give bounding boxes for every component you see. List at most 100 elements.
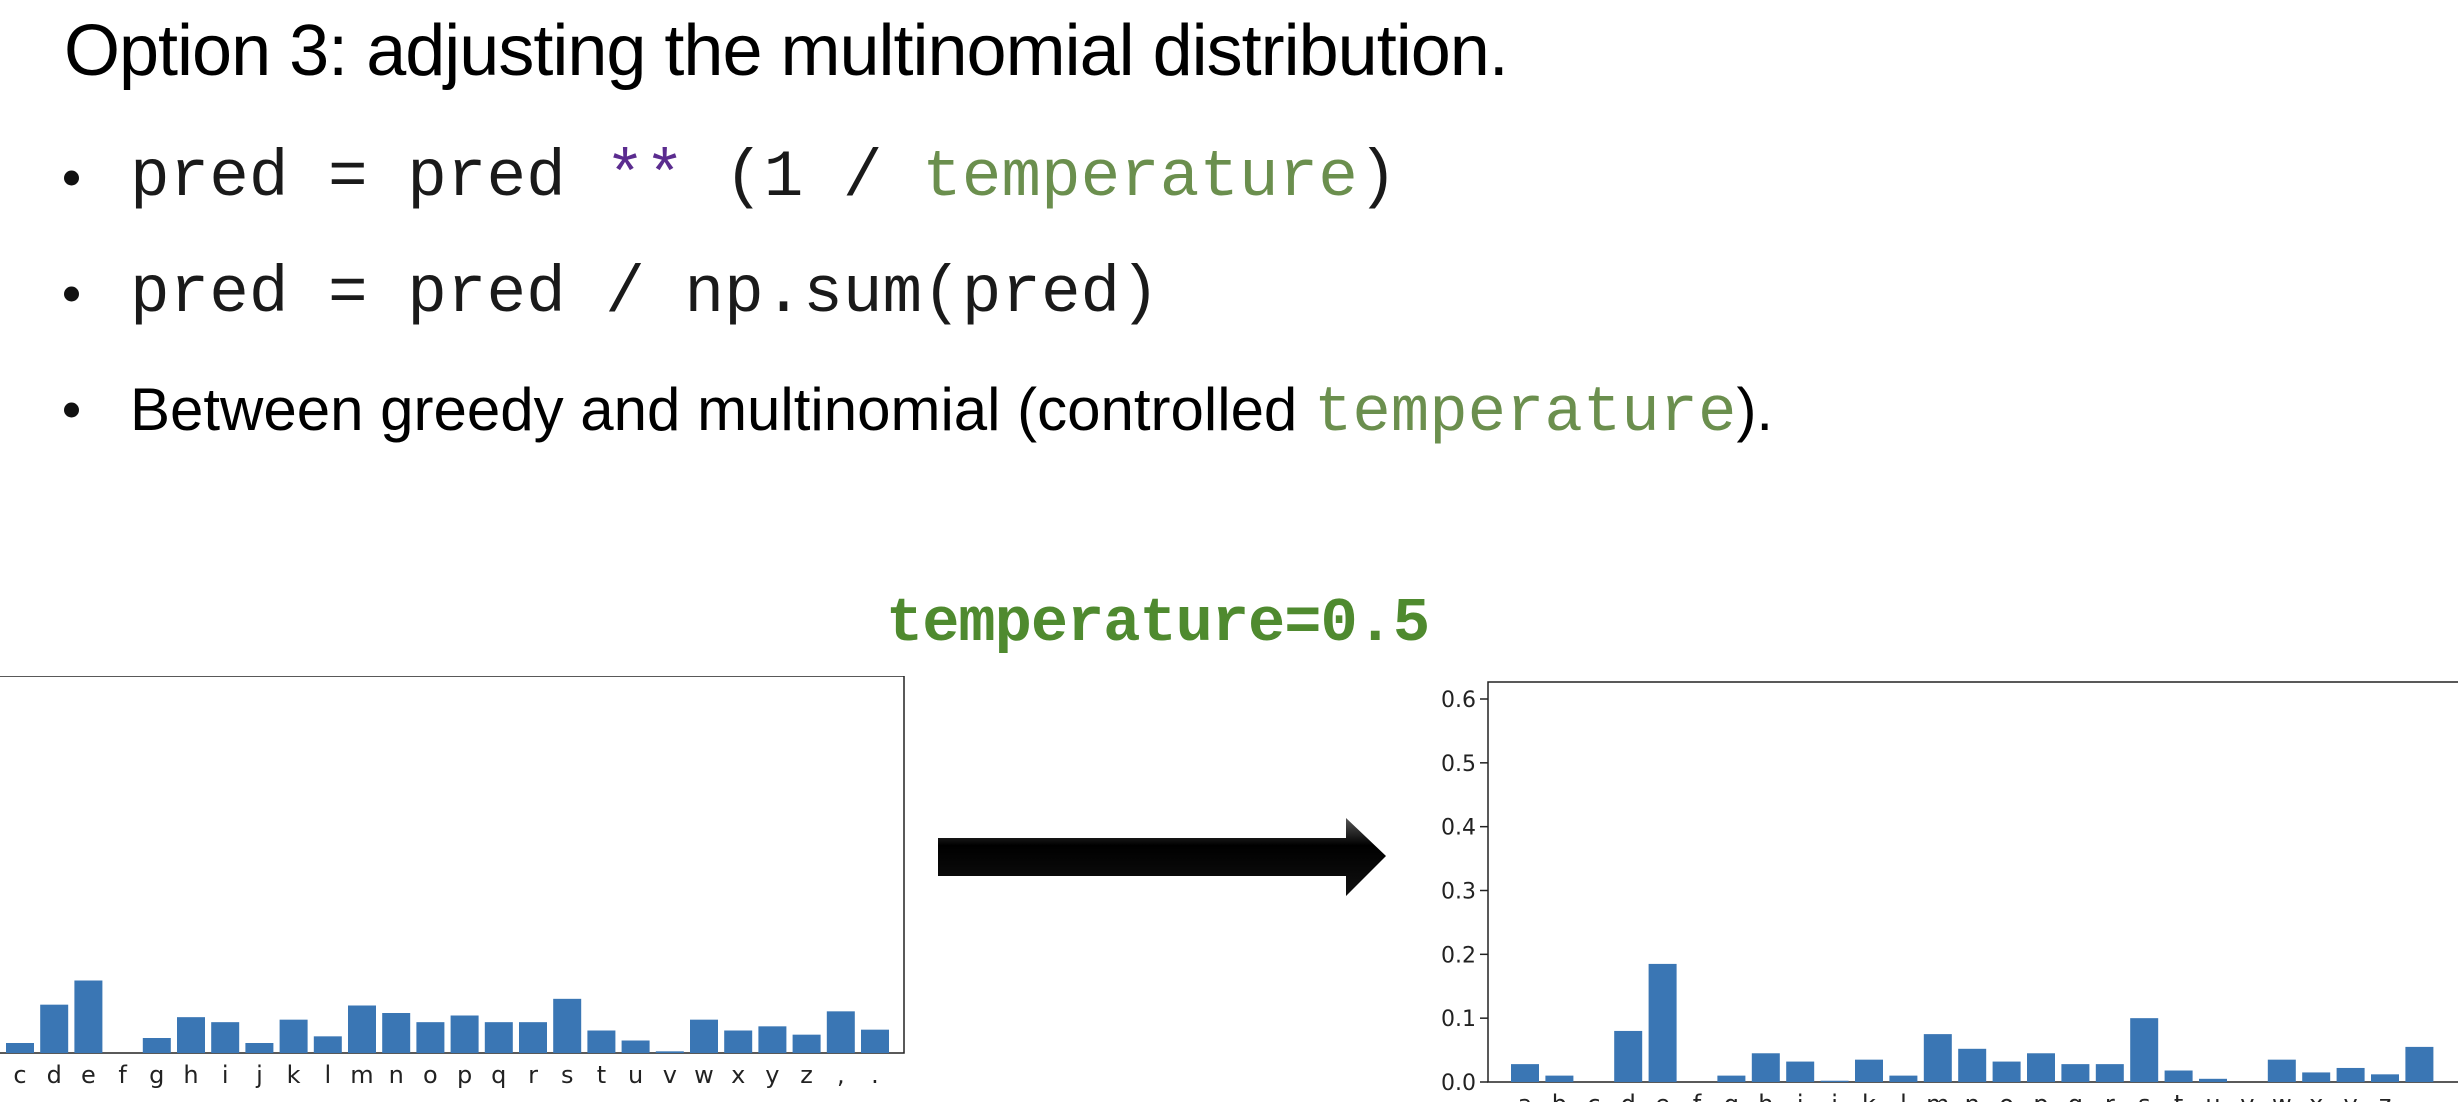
code-fragment: pred = pred [130, 140, 606, 215]
bar [245, 1043, 274, 1053]
y-tick-label: 0.3 [1441, 880, 1476, 905]
bar [690, 1019, 718, 1053]
x-tick-label: f [118, 1061, 127, 1089]
x-tick-label: k [287, 1061, 301, 1089]
bar [2267, 1059, 2296, 1082]
x-tick-label: h [1758, 1090, 1773, 1102]
bar [1820, 1080, 1849, 1082]
x-tick-label: v [663, 1061, 677, 1089]
x-tick-label: u [2205, 1090, 2220, 1102]
code-fragment: (1 / [684, 140, 923, 215]
x-tick-label: q [2068, 1090, 2083, 1102]
bullet-dot [64, 170, 79, 186]
bar [519, 1022, 547, 1053]
bar [1614, 1030, 1643, 1082]
bar [2027, 1053, 2055, 1082]
x-tick-label: j [255, 1061, 263, 1089]
x-tick-label: h [183, 1061, 198, 1089]
x-tick-label: . [871, 1061, 879, 1089]
x-tick-label: m [1926, 1090, 1949, 1102]
bar [2371, 1074, 2399, 1082]
x-tick-label: r [528, 1061, 538, 1089]
bar [2130, 1018, 2159, 1082]
bar [211, 1022, 240, 1053]
bar [40, 1004, 69, 1053]
bullet-dot [64, 402, 79, 418]
y-tick-label: 0.2 [1441, 943, 1476, 968]
x-tick-label: b [1552, 1090, 1567, 1102]
bar [1889, 1075, 1918, 1082]
code-line-power: pred = pred ** (1 / temperature) [130, 138, 1397, 218]
x-tick-label: e [1655, 1090, 1670, 1102]
bar [6, 1043, 34, 1053]
x-tick-label: p [457, 1061, 472, 1089]
y-tick-label: 0.0 [1441, 1071, 1476, 1096]
x-tick-label: o [423, 1061, 438, 1089]
plot-frame [0, 676, 905, 1054]
y-tick-label: 0.4 [1441, 816, 1476, 841]
bar [2095, 1064, 2124, 1082]
x-tick-label: e [81, 1061, 96, 1089]
bar [2336, 1067, 2365, 1082]
x-tick-label: o [1999, 1090, 2014, 1102]
x-tick-label: w [2272, 1090, 2292, 1102]
code-line-normalize: pred = pred / np.sum(pred) [130, 256, 1160, 331]
description-text: Between greedy and multinomial (controll… [130, 376, 1314, 443]
bar [1923, 1034, 1952, 1082]
x-tick-label: c [1587, 1090, 1600, 1102]
slide-title: Option 3: adjusting the multinomial dist… [64, 11, 1509, 91]
bar [313, 1036, 342, 1053]
bar [1958, 1048, 1987, 1082]
x-tick-label: t [2174, 1090, 2183, 1102]
y-tick-label: 0.6 [1441, 688, 1476, 713]
bar [1786, 1061, 1815, 1082]
x-tick-label: q [491, 1061, 506, 1089]
bar [621, 1040, 650, 1053]
bar [724, 1030, 753, 1053]
x-tick-label: v [2240, 1090, 2254, 1102]
y-tick-label: 0.5 [1441, 752, 1476, 777]
bar [792, 1034, 821, 1053]
bar [587, 1030, 616, 1053]
x-tick-label: n [1965, 1090, 1980, 1102]
temperature-variable: temperature [922, 140, 1358, 215]
x-tick-label: f [1693, 1090, 1702, 1102]
x-tick-label: y [765, 1061, 779, 1089]
x-tick-label: x [2309, 1090, 2323, 1102]
x-tick-label: s [2138, 1090, 2151, 1102]
x-tick-label: m [350, 1061, 373, 1089]
plot-frame [1487, 681, 2458, 1083]
x-tick-label: n [389, 1061, 404, 1089]
bar [1648, 963, 1677, 1082]
x-tick-label: x [731, 1061, 745, 1089]
x-tick-label: d [47, 1061, 62, 1089]
y-tick-label: 0.1 [1441, 1007, 1476, 1032]
x-tick-label: k [1862, 1090, 1876, 1102]
bar [450, 1015, 479, 1053]
x-tick-label: t [597, 1061, 606, 1089]
description-text: ). [1736, 376, 1774, 443]
bar [1992, 1061, 2021, 1082]
x-tick-label: , [837, 1061, 845, 1089]
x-tick-label: , [2416, 1090, 2424, 1102]
x-tick-label: g [149, 1061, 164, 1089]
bar [2405, 1046, 2434, 1082]
bar [177, 1017, 205, 1053]
bar [1511, 1064, 1539, 1082]
x-tick-label: r [2105, 1090, 2115, 1102]
bar [2164, 1070, 2193, 1082]
bar [1545, 1075, 1574, 1082]
x-tick-label: c [13, 1061, 26, 1089]
bar [826, 1011, 855, 1053]
bar [861, 1029, 889, 1053]
bar [1751, 1053, 1780, 1082]
bar [348, 1005, 376, 1053]
x-tick-label: z [800, 1061, 813, 1089]
code-fragment: ) [1357, 140, 1398, 215]
chart-temperature-distribution: 0.0 0.1 0.2 0.3 0.4 0.5 0.6 a b c d e f g h i j k l m n o p q r s… [1441, 681, 2458, 1102]
transform-arrow-icon [938, 818, 1386, 896]
description-line: Between greedy and multinomial (controll… [130, 370, 1773, 454]
temperature-inline-code: temperature [1313, 378, 1737, 450]
x-tick-label: a [1518, 1090, 1533, 1102]
